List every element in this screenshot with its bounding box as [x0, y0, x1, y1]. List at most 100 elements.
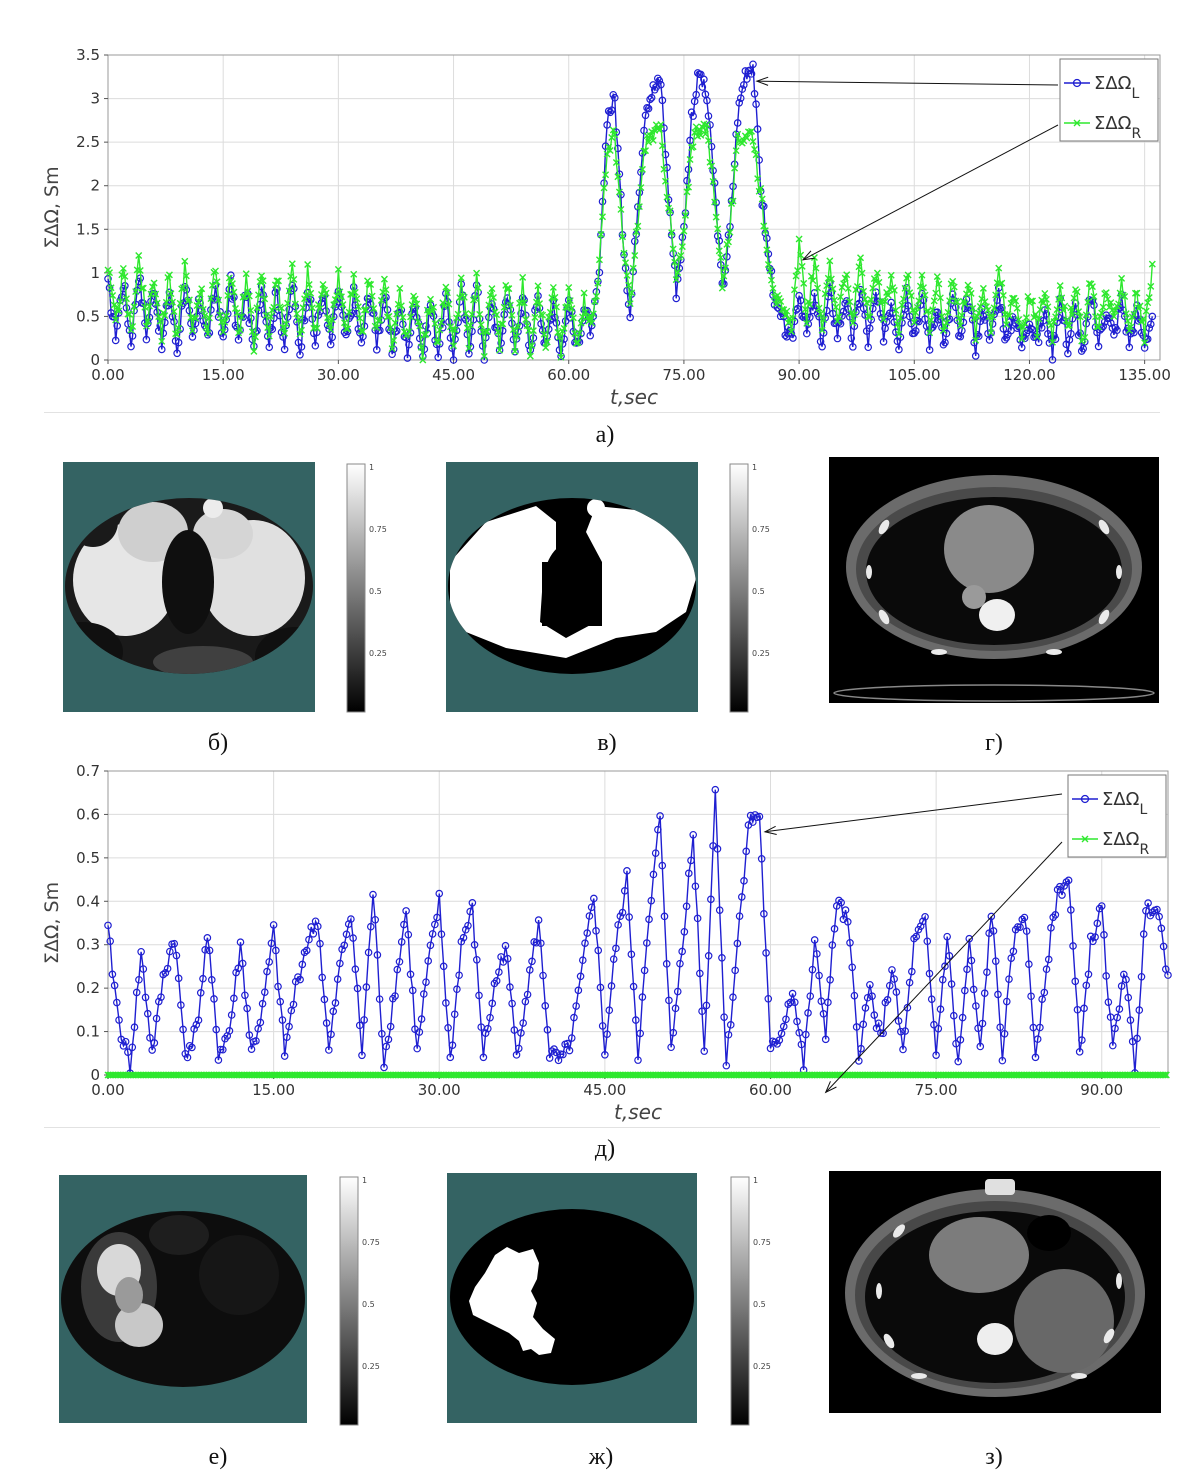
data-point — [319, 280, 327, 288]
data-point — [165, 271, 173, 279]
data-point — [640, 147, 648, 155]
data-point — [514, 323, 522, 331]
data-point — [704, 952, 713, 960]
data-point — [867, 296, 875, 304]
data-point — [154, 997, 163, 1006]
data-point — [864, 343, 873, 352]
data-point — [426, 941, 435, 950]
data-point — [501, 941, 510, 950]
data-point — [843, 271, 851, 279]
legend-entry-subscript: L — [1139, 802, 1147, 818]
data-point — [762, 949, 770, 957]
data-point — [1144, 299, 1152, 307]
data-point — [923, 937, 932, 946]
data-point — [824, 998, 832, 1007]
data-point — [846, 938, 854, 947]
data-point — [939, 340, 948, 349]
data-point — [742, 847, 751, 856]
data-point — [1099, 303, 1107, 311]
data-point — [313, 922, 322, 931]
data-point — [658, 96, 667, 105]
data-point — [999, 324, 1008, 333]
data-point — [1013, 304, 1021, 312]
data-point — [117, 1035, 126, 1044]
data-point — [327, 1030, 335, 1039]
ct-ribs — [876, 1224, 1122, 1379]
series-R — [104, 120, 1156, 364]
data-point — [814, 284, 822, 292]
data-point — [153, 299, 161, 307]
data-point — [1040, 988, 1049, 997]
data-point — [815, 304, 823, 312]
data-point — [143, 1009, 152, 1018]
data-point — [789, 334, 797, 342]
data-point — [879, 338, 888, 346]
data-point — [989, 927, 998, 935]
data-point — [1124, 993, 1133, 1002]
data-point — [1122, 975, 1130, 984]
data-point — [355, 1021, 364, 1030]
data-point — [833, 317, 841, 325]
data-point — [1005, 975, 1013, 983]
data-point — [1142, 307, 1150, 315]
data-point — [935, 280, 943, 288]
data-point — [969, 985, 978, 994]
data-point — [294, 316, 302, 324]
data-point — [631, 1016, 640, 1024]
data-point — [455, 971, 463, 980]
data-point — [539, 311, 547, 319]
data-point — [567, 1034, 576, 1042]
data-point — [358, 1051, 366, 1060]
data-point — [397, 938, 406, 946]
data-point — [190, 1025, 198, 1033]
data-point — [483, 328, 491, 336]
data-point — [1147, 282, 1155, 290]
caption-d: д) — [594, 1136, 616, 1162]
data-point — [850, 322, 859, 330]
data-point — [771, 1038, 779, 1046]
segmented-lung-mask — [450, 1209, 694, 1385]
data-point — [890, 286, 898, 294]
data-point — [162, 298, 170, 306]
data-point — [188, 327, 196, 335]
data-point — [227, 1011, 236, 1019]
data-point — [640, 126, 648, 135]
data-point — [1007, 299, 1015, 307]
x-tick-label: 75.00 — [662, 366, 705, 384]
data-point — [649, 870, 658, 879]
data-point — [896, 1027, 905, 1036]
data-point — [477, 321, 485, 329]
annotation-arrow — [825, 841, 1063, 1093]
data-point — [1029, 297, 1037, 305]
data-point — [205, 314, 213, 322]
data-point — [476, 310, 484, 318]
data-point — [892, 988, 901, 996]
data-point — [152, 290, 160, 298]
data-point — [464, 921, 472, 930]
colorbar-tick-label: 0.75 — [753, 1238, 771, 1247]
data-point — [752, 151, 760, 159]
data-point — [818, 342, 826, 351]
data-point — [658, 142, 666, 150]
data-point — [838, 283, 846, 291]
data-point — [1089, 937, 1097, 946]
data-point — [173, 331, 181, 339]
data-point — [647, 93, 656, 102]
data-point — [494, 328, 502, 336]
data-point — [577, 319, 585, 327]
data-point — [300, 316, 309, 325]
data-point — [665, 996, 673, 1005]
data-point — [1053, 306, 1061, 314]
data-point — [119, 1042, 128, 1050]
y-tick-label: 0 — [90, 1066, 100, 1084]
data-point — [270, 303, 278, 311]
data-point — [279, 333, 287, 341]
data-point — [869, 304, 877, 313]
data-point — [416, 322, 424, 330]
data-point — [701, 130, 709, 138]
data-point — [953, 298, 961, 306]
data-point — [244, 287, 252, 295]
data-point — [397, 302, 405, 310]
data-point — [508, 999, 516, 1008]
data-point — [121, 1037, 130, 1046]
